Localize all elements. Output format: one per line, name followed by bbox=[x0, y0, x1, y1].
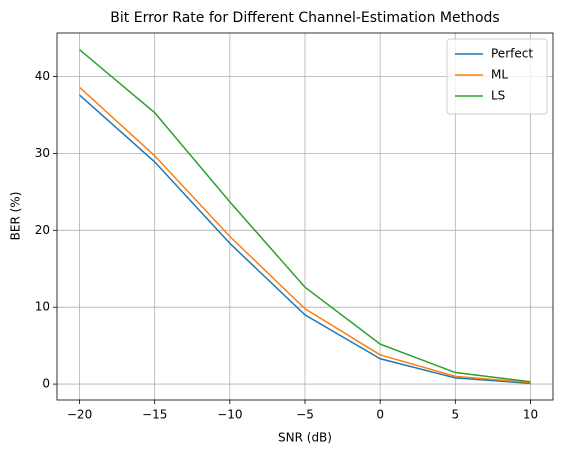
x-tick-label: 10 bbox=[523, 408, 538, 422]
x-axis-label: SNR (dB) bbox=[278, 431, 332, 445]
y-axis-label: BER (%) bbox=[9, 192, 23, 241]
series-line bbox=[79, 49, 531, 383]
x-tick-label: −10 bbox=[217, 408, 242, 422]
x-tick-label: 0 bbox=[376, 408, 384, 422]
y-tick-label: 30 bbox=[35, 146, 50, 160]
y-tick-label: 40 bbox=[35, 69, 50, 83]
axes-frame bbox=[56, 32, 554, 401]
legend-label: ML bbox=[491, 68, 508, 82]
x-tick-label: −5 bbox=[296, 408, 314, 422]
x-tick-label: −15 bbox=[142, 408, 167, 422]
series-line bbox=[79, 86, 531, 384]
chart-title: Bit Error Rate for Different Channel-Est… bbox=[110, 10, 499, 26]
y-tick-label: 10 bbox=[35, 300, 50, 314]
x-tick-label: −20 bbox=[67, 408, 92, 422]
y-tick-label: 20 bbox=[35, 223, 50, 237]
x-tick-label: 5 bbox=[451, 408, 459, 422]
series-line bbox=[79, 94, 531, 385]
legend-label: LS bbox=[491, 89, 505, 103]
legend-label: Perfect bbox=[491, 47, 533, 61]
y-tick-label: 0 bbox=[42, 377, 50, 391]
